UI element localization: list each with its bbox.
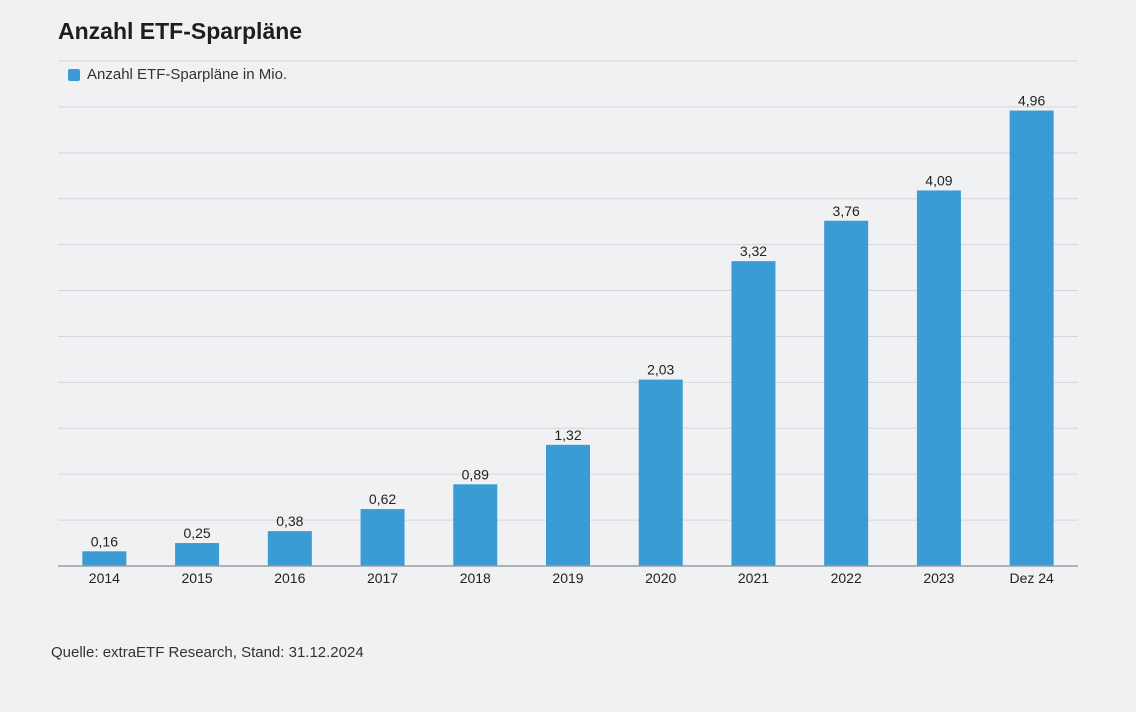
bar-2018	[453, 484, 498, 566]
bar-2016	[267, 531, 312, 566]
legend-swatch	[68, 68, 80, 81]
bar-2014	[82, 551, 127, 566]
x-tick-label: 2022	[831, 570, 862, 586]
bar-2020	[638, 379, 683, 566]
bar-2015	[175, 543, 220, 566]
data-label: 1,32	[554, 427, 581, 443]
data-label: 4,09	[925, 172, 952, 188]
x-tick-label: 2021	[738, 570, 769, 586]
gridlines	[58, 60, 1078, 521]
bar-2017	[360, 509, 405, 566]
data-label: 3,76	[833, 203, 860, 219]
x-tick-label: 2015	[182, 570, 213, 586]
bars	[82, 110, 1054, 567]
x-tick-label: Dez 24	[1009, 570, 1054, 586]
data-labels: 0,16 0,25 0,38 0,62 0,89 1,32 2,03 3,32 3,76 4,09…	[91, 93, 1046, 550]
data-label: 0,25	[183, 525, 210, 541]
data-label: 0,16	[91, 533, 118, 549]
data-label: 0,62	[369, 491, 396, 507]
x-tick-label: 2016	[274, 570, 305, 586]
bar-2019	[546, 444, 590, 566]
data-label: 2,03	[647, 362, 674, 378]
x-tick-label: 2019	[552, 570, 583, 586]
data-label: 0,89	[462, 466, 489, 482]
x-tick-label: 2023	[923, 570, 954, 586]
source-note: Quelle: extraETF Research, Stand: 31.12.…	[51, 644, 364, 661]
bar-2023	[916, 190, 961, 567]
chart-title: Anzahl ETF-Sparpläne	[58, 18, 303, 44]
x-tick-labels: 2014 2015 2016 2017 2018 2019 2020 2021 2022 2023…	[89, 570, 1054, 586]
x-tick-label: 2014	[89, 570, 120, 586]
x-tick-label: 2020	[645, 570, 676, 586]
bar-dez-24	[1009, 110, 1054, 566]
data-label: 3,32	[740, 243, 767, 259]
data-label: 0,38	[276, 513, 303, 529]
legend-label: Anzahl ETF-Sparpläne in Mio.	[87, 66, 288, 83]
x-tick-label: 2018	[460, 570, 491, 586]
x-tick-label: 2017	[367, 570, 398, 586]
bar-2021	[731, 261, 776, 566]
legend: Anzahl ETF-Sparpläne in Mio.	[68, 66, 287, 83]
data-label: 4,96	[1018, 93, 1045, 109]
bar-2022	[824, 220, 869, 566]
